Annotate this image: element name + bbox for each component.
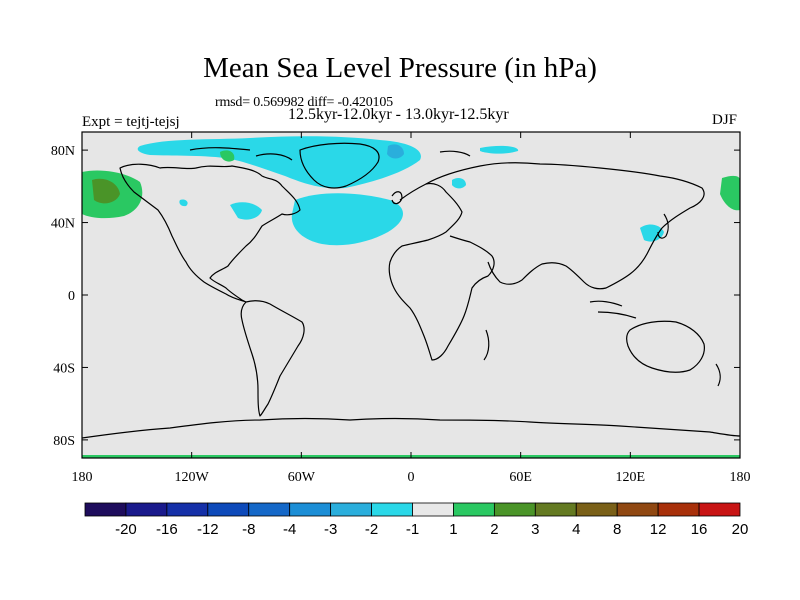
coast-south-america bbox=[240, 300, 305, 417]
colorbar-label: 3 bbox=[531, 521, 539, 538]
coast-japan bbox=[657, 213, 669, 239]
colorbar bbox=[84, 502, 741, 517]
x-tick-label: 180 bbox=[730, 470, 751, 485]
colorbar-label: 20 bbox=[732, 521, 749, 538]
x-tick-label: 120E bbox=[616, 470, 646, 485]
colorbar-swatch bbox=[657, 502, 700, 517]
colorbar-swatch bbox=[125, 502, 168, 517]
coast-asia bbox=[425, 162, 705, 290]
y-tick-label: 80S bbox=[53, 434, 75, 449]
chart-title: Mean Sea Level Pressure (in hPa) bbox=[203, 52, 597, 84]
x-tick-label: 60W bbox=[288, 470, 316, 485]
colorbar-label: 16 bbox=[691, 521, 708, 538]
anomaly-east-canada bbox=[230, 202, 262, 220]
colorbar-swatch bbox=[575, 502, 618, 517]
y-tick-label: 40S bbox=[53, 361, 75, 376]
colorbar-swatch bbox=[453, 502, 495, 517]
colorbar-labels: -20 -16 -12 -8 -4 -3 -2 -1 1 2 3 4 8 12 16 20 bbox=[115, 521, 748, 538]
anomaly-siberia-coast bbox=[452, 177, 466, 189]
strong-negative-anomaly bbox=[387, 144, 404, 159]
coast-europe-africa bbox=[388, 182, 495, 361]
colorbar-label: -4 bbox=[283, 521, 296, 538]
colorbar-swatch bbox=[534, 502, 577, 517]
colorbar-swatch bbox=[616, 502, 659, 517]
x-tick-label: 120W bbox=[175, 470, 210, 485]
colorbar-label: -20 bbox=[115, 521, 137, 538]
colorbar-swatch bbox=[412, 502, 454, 517]
colorbar-label: -1 bbox=[406, 521, 419, 538]
x-axis-labels: 180 120W 60W 0 60E 120E 180 bbox=[72, 470, 751, 485]
colorbar-swatch bbox=[698, 502, 741, 517]
coast-north-america bbox=[119, 163, 301, 303]
coast-uk bbox=[391, 191, 403, 205]
colorbar-swatch bbox=[330, 502, 372, 517]
coast-greenland bbox=[299, 142, 380, 189]
colorbar-label: -8 bbox=[242, 521, 255, 538]
coast-madagascar bbox=[483, 329, 490, 361]
coast-indonesia bbox=[589, 300, 637, 319]
colorbar-label: 8 bbox=[613, 521, 621, 538]
colorbar-swatch bbox=[248, 502, 291, 517]
y-tick-label: 80N bbox=[51, 144, 75, 159]
coast-antarctica bbox=[82, 417, 740, 439]
anomaly-pacific-core bbox=[92, 178, 120, 204]
colorbar-label: 12 bbox=[650, 521, 667, 538]
x-tick-label: 180 bbox=[72, 470, 93, 485]
colorbar-label: 4 bbox=[572, 521, 580, 538]
x-tick-label: 0 bbox=[408, 470, 415, 485]
colorbar-label: -2 bbox=[365, 521, 378, 538]
colorbar-label: 2 bbox=[490, 521, 498, 538]
colorbar-swatch bbox=[166, 502, 209, 517]
y-axis-labels: 80N 40N 0 40S 80S bbox=[51, 144, 75, 449]
x-tick-label: 60E bbox=[509, 470, 532, 485]
colorbar-label: -3 bbox=[324, 521, 337, 538]
anomaly-north-atlantic bbox=[291, 193, 403, 246]
season-label: DJF bbox=[712, 112, 738, 128]
coast-australia bbox=[626, 320, 705, 373]
coast-new-zealand bbox=[715, 363, 721, 387]
colorbar-swatch bbox=[493, 502, 536, 517]
negative-anomaly-regions bbox=[137, 136, 664, 246]
colorbar-swatch bbox=[84, 502, 127, 517]
anomaly-alaska-small bbox=[179, 199, 188, 207]
coast-arctic-islands bbox=[189, 147, 471, 161]
anomaly-north-pole-strip bbox=[480, 145, 519, 154]
colorbar-swatch bbox=[207, 502, 250, 517]
period-text: 12.5kyr-12.0kyr - 13.0kyr-12.5kyr bbox=[288, 106, 509, 123]
colorbar-swatch bbox=[289, 502, 332, 517]
y-tick-label: 0 bbox=[68, 289, 75, 304]
stats-text: rmsd= 0.569982 diff= -0.420105 bbox=[215, 95, 393, 110]
map-background bbox=[82, 132, 740, 458]
anomaly-japan bbox=[640, 224, 664, 242]
strong-positive-anomaly bbox=[92, 178, 120, 204]
experiment-label: Expt = tejtj-tejsj bbox=[82, 114, 180, 130]
colorbar-label: -16 bbox=[156, 521, 178, 538]
colorbar-label: -12 bbox=[197, 521, 219, 538]
anomaly-greenland-core bbox=[387, 144, 404, 159]
x-axis-ticks bbox=[81, 132, 741, 458]
anomaly-north-pacific-east bbox=[720, 175, 740, 211]
coastlines bbox=[82, 142, 740, 439]
anomaly-canada-small bbox=[220, 150, 235, 162]
y-axis-ticks bbox=[82, 149, 740, 441]
anomaly-arctic-north-atlantic bbox=[137, 136, 421, 189]
colorbar-label: 1 bbox=[449, 521, 457, 538]
colorbar-swatch bbox=[371, 502, 413, 517]
y-tick-label: 40N bbox=[51, 217, 75, 232]
